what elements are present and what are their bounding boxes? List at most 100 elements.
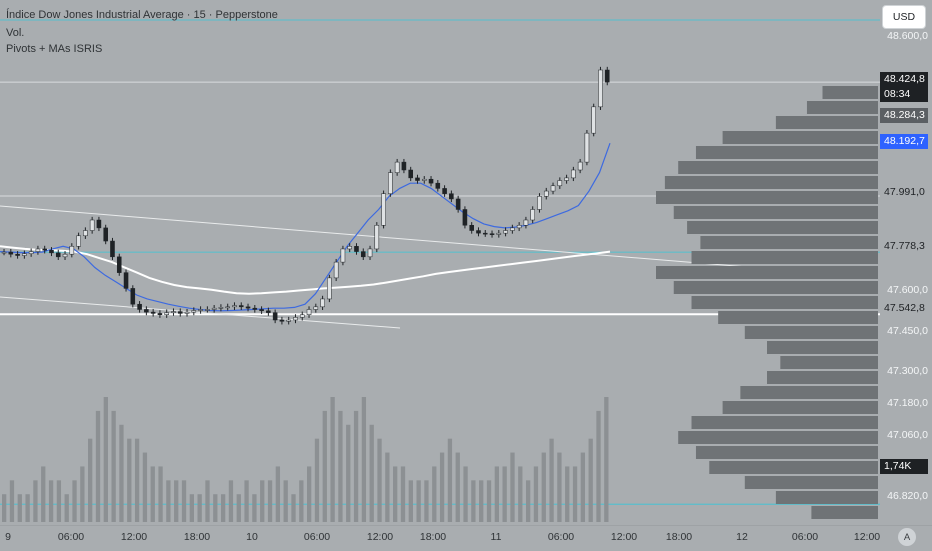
candle-body	[177, 311, 183, 314]
volume-bar	[119, 424, 124, 522]
candle-body	[482, 232, 488, 235]
volume-profile-bar	[678, 431, 878, 444]
volume-bar	[322, 410, 327, 522]
volume-bar	[64, 494, 69, 522]
price-chart[interactable]	[0, 0, 880, 525]
volume-profile-bar	[691, 296, 878, 309]
volume-bar	[400, 466, 406, 522]
candle-body	[245, 306, 251, 309]
volume-profile-bar	[673, 206, 878, 219]
candle-body	[123, 272, 129, 289]
volume-profile-bar	[695, 146, 878, 159]
candle-body	[381, 193, 386, 226]
volume-bar	[393, 466, 398, 522]
level-tag: 47.778,3	[880, 239, 928, 254]
volume-bar	[588, 438, 593, 522]
price-tick: 47.600,0	[887, 284, 928, 296]
price-tick: 47.450,0	[887, 325, 928, 337]
volume-bar	[353, 410, 359, 522]
time-label: 12	[736, 531, 748, 543]
volume-bar	[307, 466, 312, 522]
volume-bar	[502, 466, 507, 522]
candle-body	[28, 251, 34, 254]
volume-profile-bar	[656, 191, 878, 204]
candle-body	[449, 193, 454, 200]
volume-bar	[267, 480, 273, 522]
candle-body	[530, 209, 535, 221]
volume-bar	[385, 452, 390, 522]
candle-body	[367, 248, 373, 258]
candle-body	[435, 182, 441, 189]
pivots-indicator-label[interactable]: Pivots + MAs ISRIS	[6, 43, 103, 55]
volume-bar	[260, 480, 265, 522]
time-axis[interactable]	[0, 525, 932, 551]
candle-body	[116, 256, 122, 273]
time-label: 9	[5, 531, 11, 543]
candle-body	[340, 248, 346, 263]
candle-body	[584, 132, 590, 163]
blue-moving-average-line	[0, 142, 611, 312]
time-label: 12:00	[120, 531, 148, 543]
time-label: 12:00	[366, 531, 394, 543]
candle-body	[49, 250, 54, 254]
candle-body	[171, 311, 176, 313]
volume-bar	[518, 466, 523, 522]
time-label: 06:00	[791, 531, 819, 543]
candle-body	[421, 178, 427, 181]
volume-bar	[525, 480, 531, 522]
volume-profile-bar	[811, 506, 878, 519]
time-label: 18:00	[665, 531, 693, 543]
candle-body	[455, 198, 461, 210]
price-tick: 47.180,0	[887, 397, 928, 409]
time-label: 11	[490, 531, 502, 543]
candle-body	[550, 185, 556, 192]
currency-button[interactable]: USD	[882, 5, 926, 29]
auto-scale-button[interactable]: A	[898, 528, 916, 546]
candle-body	[69, 246, 75, 255]
symbol-title[interactable]: Índice Dow Jones Industrial Average · 15…	[6, 9, 278, 21]
time-label: 10	[246, 531, 258, 543]
candle-body	[83, 230, 88, 237]
volume-bar	[604, 397, 609, 522]
candle-body	[591, 106, 596, 134]
candle-body	[571, 169, 576, 179]
volume-bar	[228, 480, 234, 522]
volume-bar	[41, 466, 46, 522]
blue-ma-tag: 48.192,7	[880, 134, 928, 149]
volume-bar	[181, 480, 187, 522]
candle-body	[272, 312, 278, 321]
volume-profile-bar	[744, 476, 878, 489]
candle-body	[55, 252, 61, 258]
candle-body	[604, 69, 610, 83]
candle-body	[103, 227, 108, 242]
candle-body	[299, 314, 305, 318]
volume-bar	[166, 480, 171, 522]
candle-body	[476, 230, 481, 234]
volume-bar	[541, 452, 546, 522]
candle-body	[164, 312, 169, 315]
volume-bar	[88, 438, 93, 522]
volume-bar	[408, 480, 413, 522]
volume-bar	[291, 494, 296, 522]
volume-profile-bar	[722, 401, 878, 414]
candle-body	[8, 251, 14, 255]
volume-profile-bar	[691, 251, 878, 264]
volume-bar	[56, 480, 62, 522]
chart-area[interactable]: Índice Dow Jones Industrial Average · 15…	[0, 0, 880, 525]
candle-body	[510, 227, 515, 231]
volume-profile-bar	[767, 371, 878, 384]
candle-body	[96, 219, 102, 229]
volume-bar	[330, 397, 335, 522]
candle-countdown-tag: 08:34	[880, 87, 928, 102]
volume-bar	[580, 452, 586, 522]
volume-indicator-label[interactable]: Vol.	[6, 27, 25, 39]
time-label: 12:00	[853, 531, 881, 543]
volume-bar	[236, 494, 241, 522]
volume-bar	[25, 494, 30, 522]
volume-tag: 1,74K	[880, 459, 928, 474]
candle-body	[238, 305, 244, 308]
volume-profile-bar	[775, 116, 878, 129]
candle-body	[306, 309, 312, 315]
volume-bar	[17, 494, 22, 522]
volume-bar	[72, 480, 77, 522]
